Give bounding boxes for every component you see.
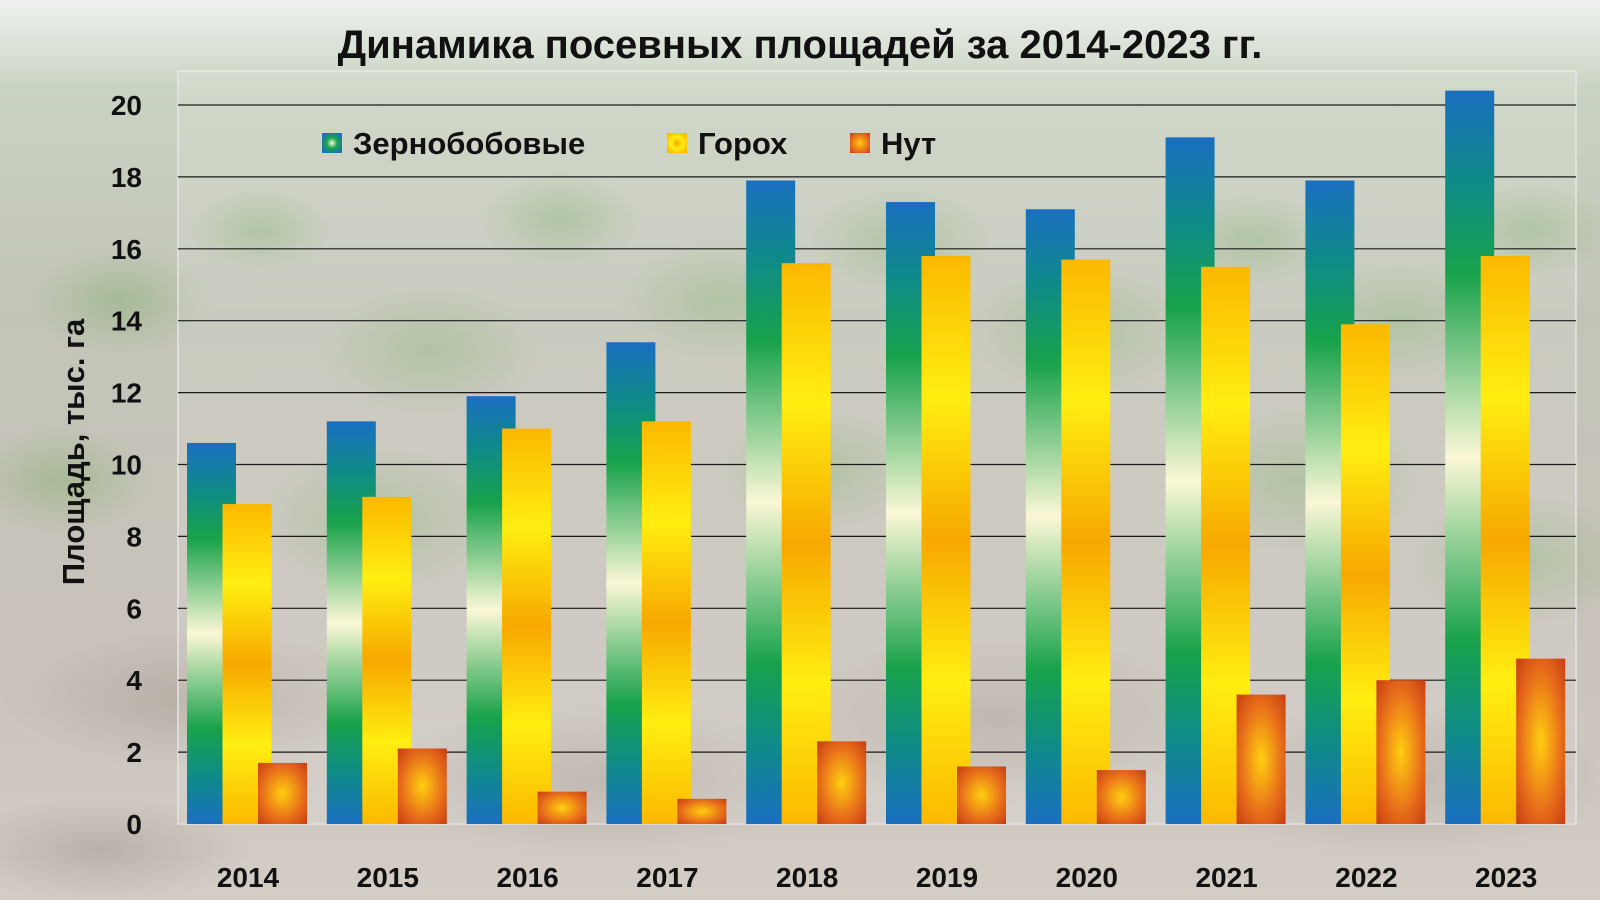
bars xyxy=(187,90,1566,825)
y-tick-12: 12 xyxy=(111,378,142,409)
y-tick-4: 4 xyxy=(126,665,142,696)
chart-title: Динамика посевных площадей за 2014-2023 … xyxy=(338,23,1263,67)
bar-2020-series-2 xyxy=(1096,770,1146,824)
legend-marker-zernobobovye xyxy=(322,133,342,153)
x-axis-ticks: 2014 2015 2016 2017 2018 2019 2020 2021 2022 2023 xyxy=(217,862,1537,893)
y-tick-10: 10 xyxy=(111,450,142,481)
bg-sprout-12 xyxy=(0,426,150,534)
y-tick-8: 8 xyxy=(126,521,142,552)
x-tick-2023: 2023 xyxy=(1475,862,1537,893)
bg-sprout-0 xyxy=(30,246,210,354)
y-tick-20: 20 xyxy=(111,90,142,121)
y-tick-14: 14 xyxy=(111,306,143,337)
legend: Зернобобовые Горох Нут xyxy=(322,126,936,161)
bar-2018-series-1 xyxy=(781,263,831,824)
bar-2022-series-2 xyxy=(1376,680,1426,824)
x-tick-2022: 2022 xyxy=(1335,862,1397,893)
bg-sprout-1 xyxy=(190,188,330,272)
bar-2017-series-1 xyxy=(641,421,691,824)
x-tick-2015: 2015 xyxy=(357,862,419,893)
x-tick-2016: 2016 xyxy=(496,862,558,893)
x-tick-2018: 2018 xyxy=(776,862,838,893)
x-tick-2019: 2019 xyxy=(916,862,978,893)
bar-2018-series-2 xyxy=(817,741,867,824)
y-tick-6: 6 xyxy=(126,593,142,624)
legend-label-nut: Нут xyxy=(881,126,936,161)
y-tick-18: 18 xyxy=(111,162,142,193)
y-tick-2: 2 xyxy=(126,737,142,768)
bg-sprout-2 xyxy=(320,284,540,416)
bar-2017-series-2 xyxy=(677,798,727,824)
legend-marker-nut xyxy=(850,133,870,153)
bg-sprout-3 xyxy=(480,172,640,268)
bar-2021-series-2 xyxy=(1236,694,1286,824)
legend-marker-gorokh xyxy=(667,133,687,153)
y-axis-title: Площадь, тыс. га xyxy=(56,318,91,585)
legend-label-zernobobovye: Зернобобовые xyxy=(353,126,585,161)
bar-2020-series-1 xyxy=(1061,259,1111,825)
bar-2019-series-2 xyxy=(957,766,1006,824)
x-tick-2021: 2021 xyxy=(1195,862,1257,893)
bg-soil-2 xyxy=(760,636,1240,804)
y-tick-0: 0 xyxy=(126,809,142,840)
bar-2015-series-2 xyxy=(397,748,447,824)
x-tick-2014: 2014 xyxy=(217,862,280,893)
bar-2014-series-2 xyxy=(258,762,307,824)
legend-label-gorokh: Горох xyxy=(698,126,788,161)
bar-2023-series-2 xyxy=(1516,658,1566,824)
y-axis-ticks: 0 2 4 6 8 10 12 14 16 18 20 xyxy=(111,90,143,840)
bar-2016-series-2 xyxy=(537,791,587,824)
x-tick-2020: 2020 xyxy=(1056,862,1118,893)
bar-2019-series-1 xyxy=(921,255,971,825)
bar-2016-series-1 xyxy=(502,428,552,824)
x-tick-2017: 2017 xyxy=(636,862,698,893)
y-tick-16: 16 xyxy=(111,234,142,265)
